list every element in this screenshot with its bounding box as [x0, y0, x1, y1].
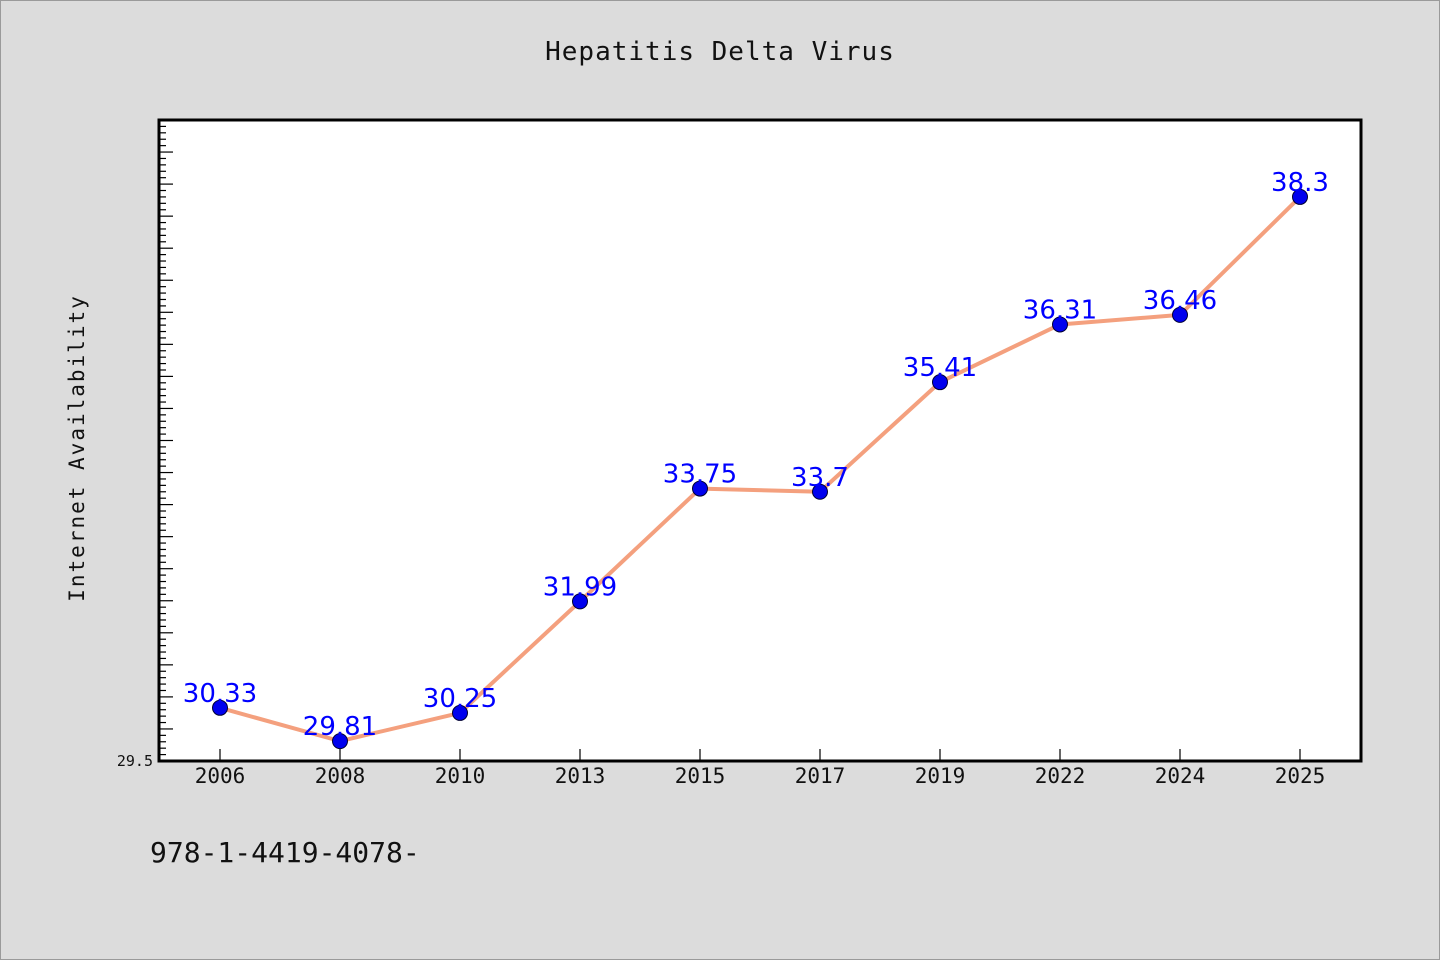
- plot-area: [159, 120, 1361, 761]
- data-point: [1292, 188, 1308, 205]
- x-tick-label: 2006: [195, 764, 246, 788]
- plot-border: [157, 118, 1363, 763]
- data-point: [1052, 316, 1068, 333]
- data-label: 31.99: [543, 572, 617, 602]
- data-point: [1172, 306, 1188, 323]
- data-label: 36.46: [1143, 286, 1217, 316]
- data-point: [812, 483, 828, 500]
- data-label: 30.25: [423, 684, 497, 714]
- x-tick-label: 2015: [675, 764, 726, 788]
- x-tick-label: 2017: [795, 764, 846, 788]
- data-point: [572, 593, 588, 610]
- footer-text: 978-1-4419-4078-: [150, 836, 420, 869]
- data-label: 36.31: [1023, 295, 1097, 325]
- data-point: [932, 374, 948, 391]
- x-tick-label: 2013: [555, 764, 606, 788]
- data-label: 35.41: [903, 353, 977, 383]
- data-label: 33.7: [791, 463, 849, 493]
- y-tick-label-min: 29.5: [117, 752, 153, 770]
- data-label: 29.81: [303, 712, 377, 742]
- data-label: 38.3: [1271, 168, 1329, 198]
- series-group: 30.33 29.81 30.25 31.99 33.75 33.7 35.41 36.31 3…: [183, 168, 1329, 750]
- y-axis-label: Internet Availability: [65, 294, 89, 602]
- x-tick-label: 2010: [435, 764, 486, 788]
- x-tick-label: 2022: [1035, 764, 1086, 788]
- x-axis-ticks: 2006 2008 2010 2013 2015 2017 2019 2022 2024 2025: [195, 749, 1326, 788]
- x-tick-label: 2025: [1275, 764, 1326, 788]
- data-point: [212, 699, 228, 716]
- x-tick-label: 2008: [315, 764, 366, 788]
- chart-title: Hepatitis Delta Virus: [545, 37, 895, 67]
- series-line: [218, 194, 1302, 744]
- x-tick-label: 2019: [915, 764, 966, 788]
- data-point: [452, 704, 468, 721]
- x-tick-label: 2024: [1155, 764, 1206, 788]
- data-point: [692, 480, 708, 497]
- data-label: 33.75: [663, 460, 737, 490]
- data-point: [332, 733, 348, 750]
- data-label: 30.33: [183, 679, 257, 709]
